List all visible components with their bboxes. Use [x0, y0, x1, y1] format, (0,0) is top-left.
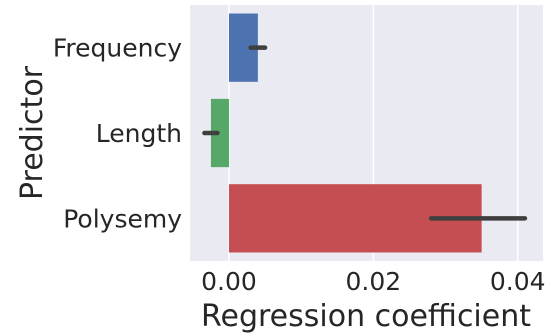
- bar-length: [210, 98, 229, 168]
- x-tick-label-1: 0.02: [346, 267, 402, 296]
- x-tick-label-0: 0.00: [201, 267, 257, 296]
- y-tick-label-polysemy: Polysemy: [63, 204, 182, 233]
- y-tick-labels: Frequency Length Polysemy: [53, 34, 182, 234]
- x-tick-label-2: 0.04: [490, 267, 546, 296]
- error-bars: [202, 45, 528, 221]
- x-axis-label: Regression coefficient: [201, 299, 531, 334]
- x-tick-labels: 0.00 0.02 0.04: [201, 267, 545, 296]
- y-tick-label-length: Length: [96, 119, 182, 148]
- y-axis-label: Predictor: [15, 65, 50, 200]
- y-tick-label-frequency: Frequency: [53, 34, 182, 63]
